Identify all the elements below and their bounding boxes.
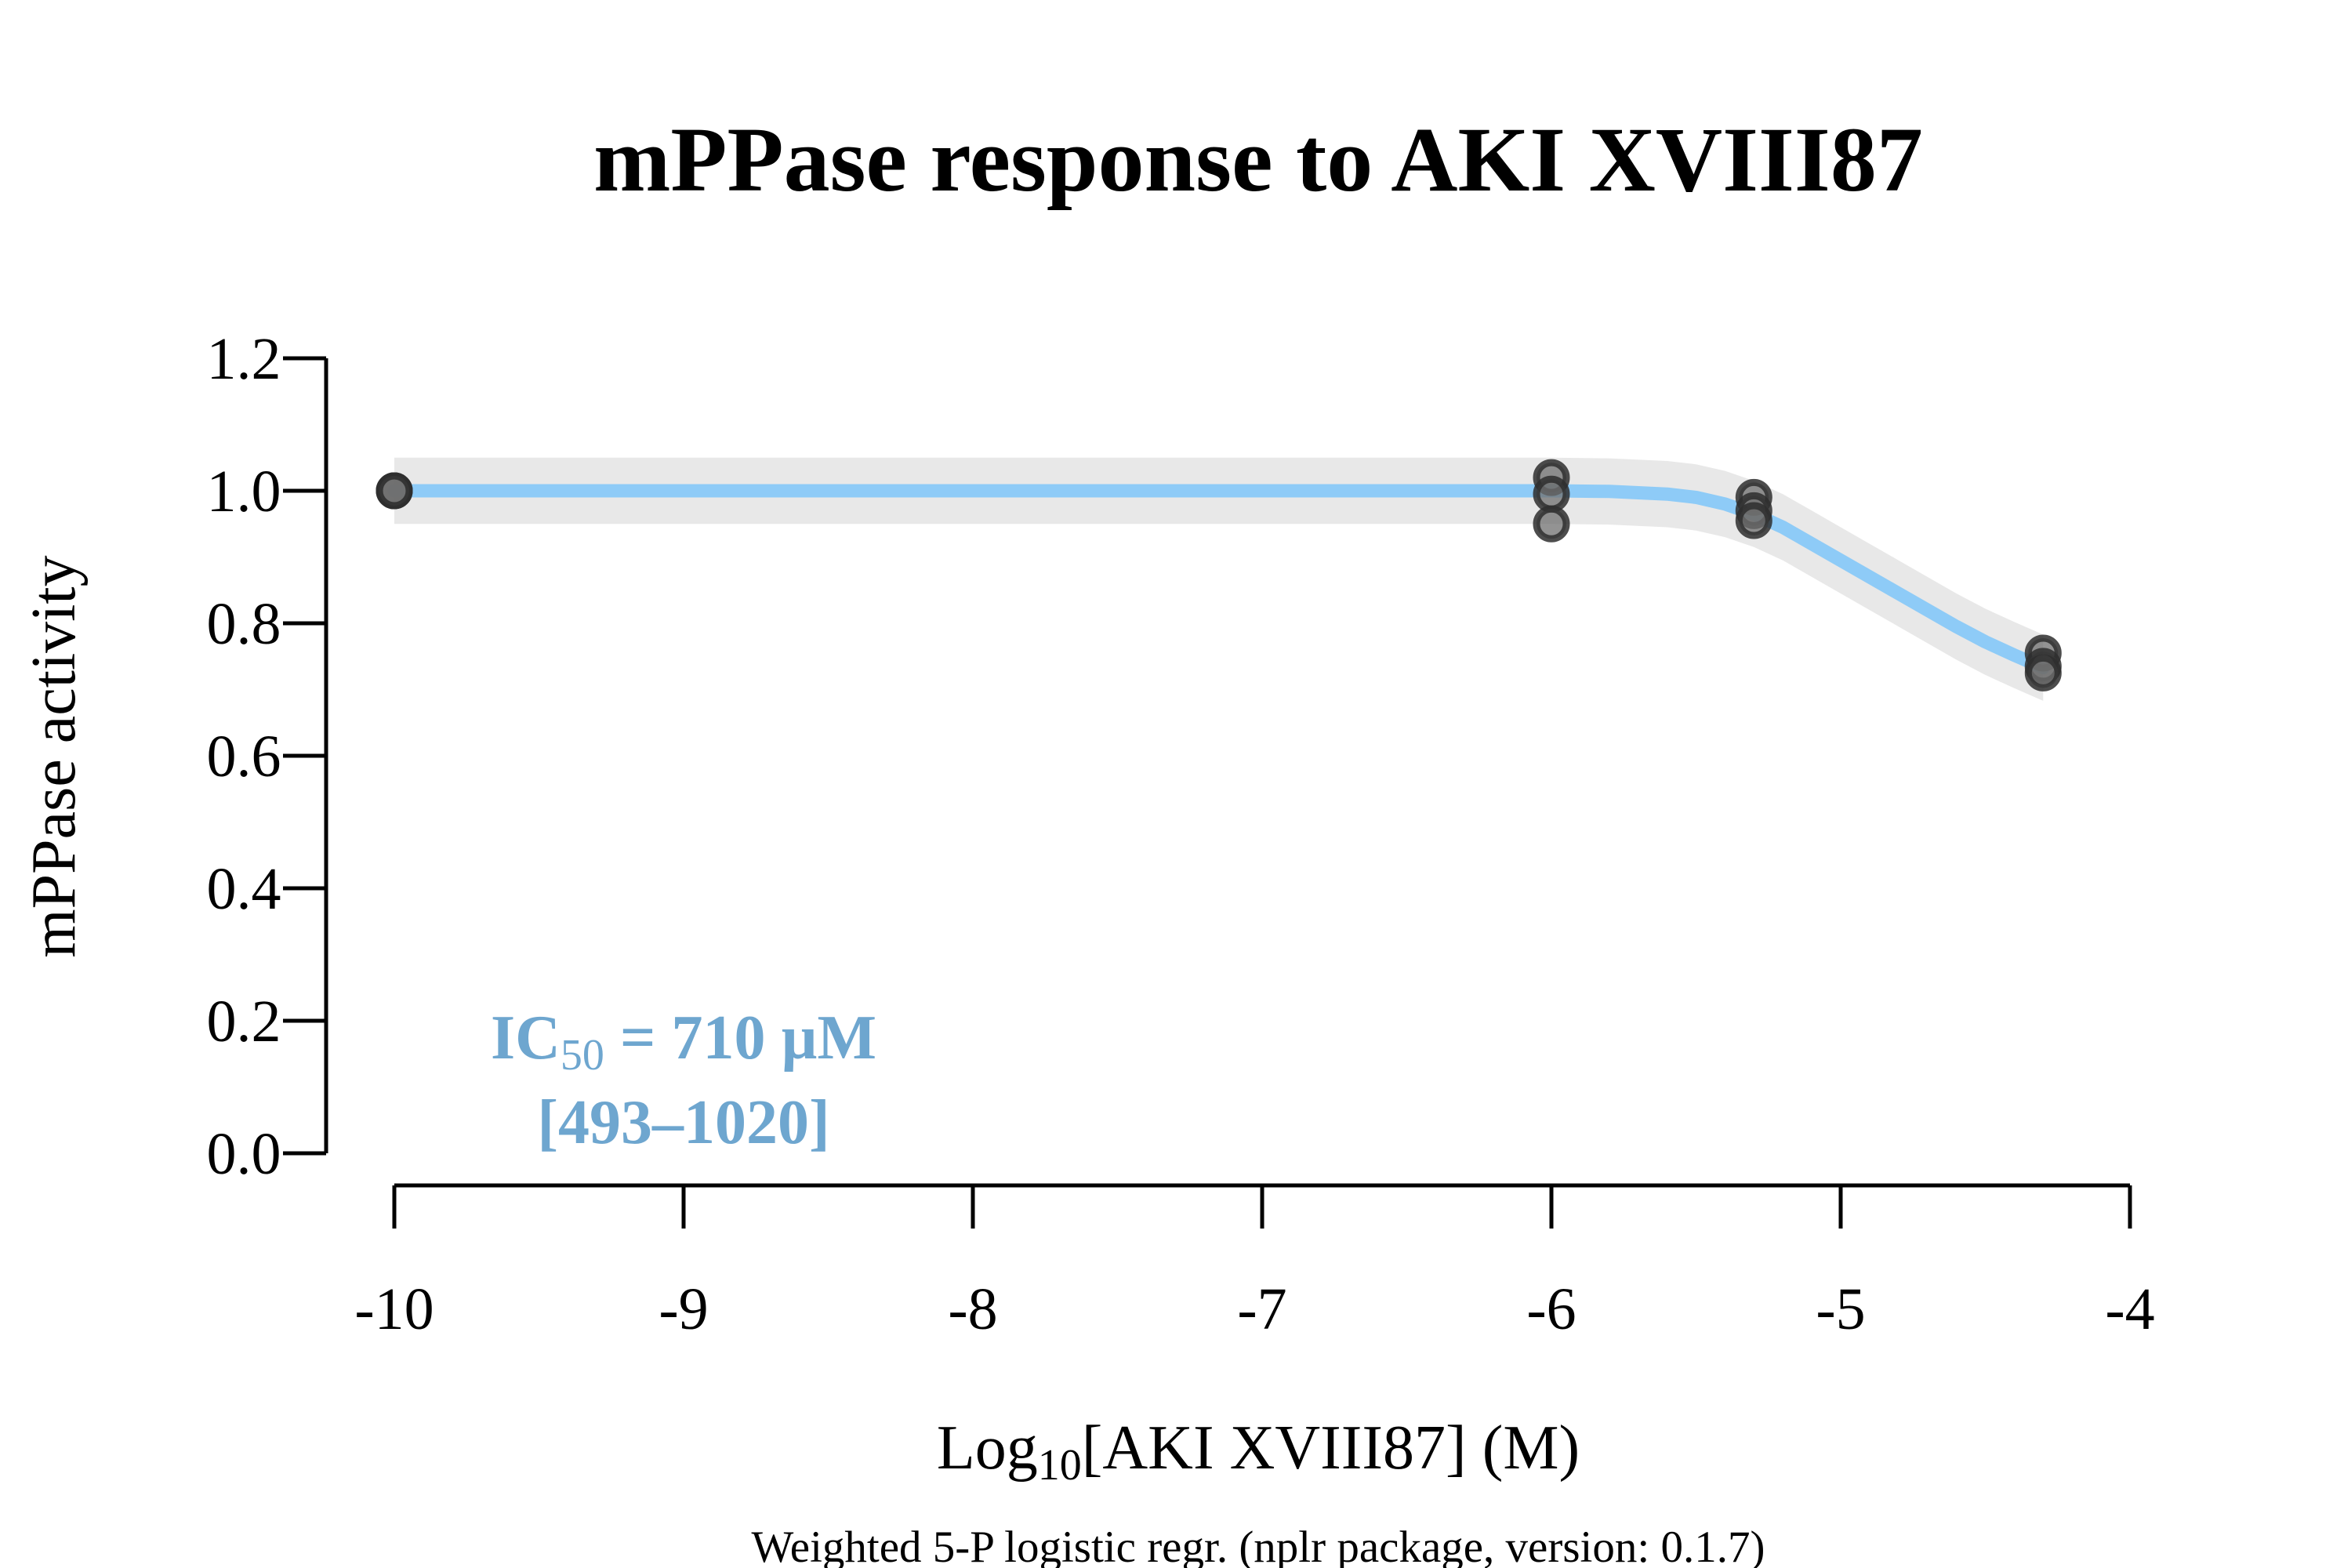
x-tick-label: -4 [2105,1276,2154,1342]
ic50-subscript: 50 [561,1031,604,1080]
data-points [376,459,2062,691]
x-tick-label: -7 [1237,1276,1286,1342]
data-point [2024,654,2062,691]
y-tick-label: 0.0 [207,1121,281,1187]
y-tick-label: 0.8 [207,591,281,657]
x-axis: -10 -9 -8 -7 -6 -5 -4 [354,1183,2155,1342]
chart-title: mPPase response to AKI XVIII87 [593,108,1923,211]
x-axis-label-subscript: 10 [1038,1441,1082,1490]
confidence-band [394,457,2044,701]
y-tick-label: 0.2 [207,989,281,1054]
ic50-value: = 710 µM [604,1004,876,1073]
data-point [1735,502,1772,539]
y-tick-label: 0.6 [207,724,281,789]
ic50-prefix: IC [491,1004,561,1073]
ic50-confidence-interval: [493–1020] [537,1088,829,1157]
chart-subtitle: Weighted 5-P logistic regr. (nplr packag… [752,1523,1765,1568]
x-axis-label: Log10[AKI XVIII87] (M) [937,1414,1580,1490]
y-tick-label: 1.0 [207,459,281,524]
y-axis: 0.0 0.2 0.4 0.6 0.8 1.0 1.2 [207,326,328,1187]
data-point [1533,505,1570,543]
data-point [376,472,413,510]
ic50-annotation: IC50 = 710 µM [491,1004,876,1080]
x-tick-label: -6 [1526,1276,1576,1342]
x-axis-label-suffix: [AKI XVIII87] (M) [1082,1414,1580,1483]
x-tick-label: -8 [948,1276,997,1342]
x-tick-label: -5 [1816,1276,1865,1342]
y-axis-label: mPPase activity [20,555,89,957]
x-axis-label-prefix: Log [937,1414,1038,1483]
x-tick-label: -9 [659,1276,708,1342]
y-tick-label: 1.2 [207,326,281,392]
data-point [1533,475,1570,513]
x-tick-label: -10 [354,1276,434,1342]
y-tick-label: 0.4 [207,856,281,922]
